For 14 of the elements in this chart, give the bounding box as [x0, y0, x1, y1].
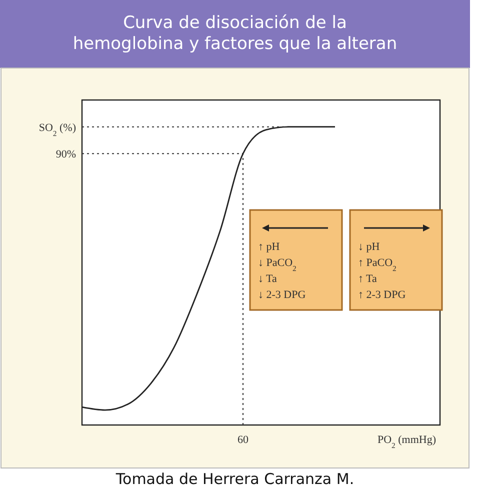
text: 90%	[56, 148, 76, 161]
annotation: ↓ pH	[358, 241, 380, 253]
annotation: ↑ PaCO$_{2}$	[358, 257, 397, 272]
text: Tomada de Herrera Carranza M.	[114, 470, 354, 488]
annotation: ↑ pH	[258, 241, 280, 253]
annotation: ↑ 2-3 DPG	[358, 289, 406, 301]
annotation: ↑ Ta	[358, 273, 377, 285]
annotation: ↓ PaCO$_{2}$	[258, 257, 297, 272]
chart-title: Curva de disociación de la hemoglobina y factores que la alteran	[72, 13, 398, 54]
annotation: ↓ Ta	[258, 273, 277, 285]
text: 60	[238, 434, 249, 446]
x-axis-title: PO$_{2}$ (mmHg)	[377, 434, 436, 450]
y-axis-title: SO$_{2}$ (%)	[38, 122, 76, 138]
annotation: ↓ 2-3 DPG	[258, 289, 306, 301]
